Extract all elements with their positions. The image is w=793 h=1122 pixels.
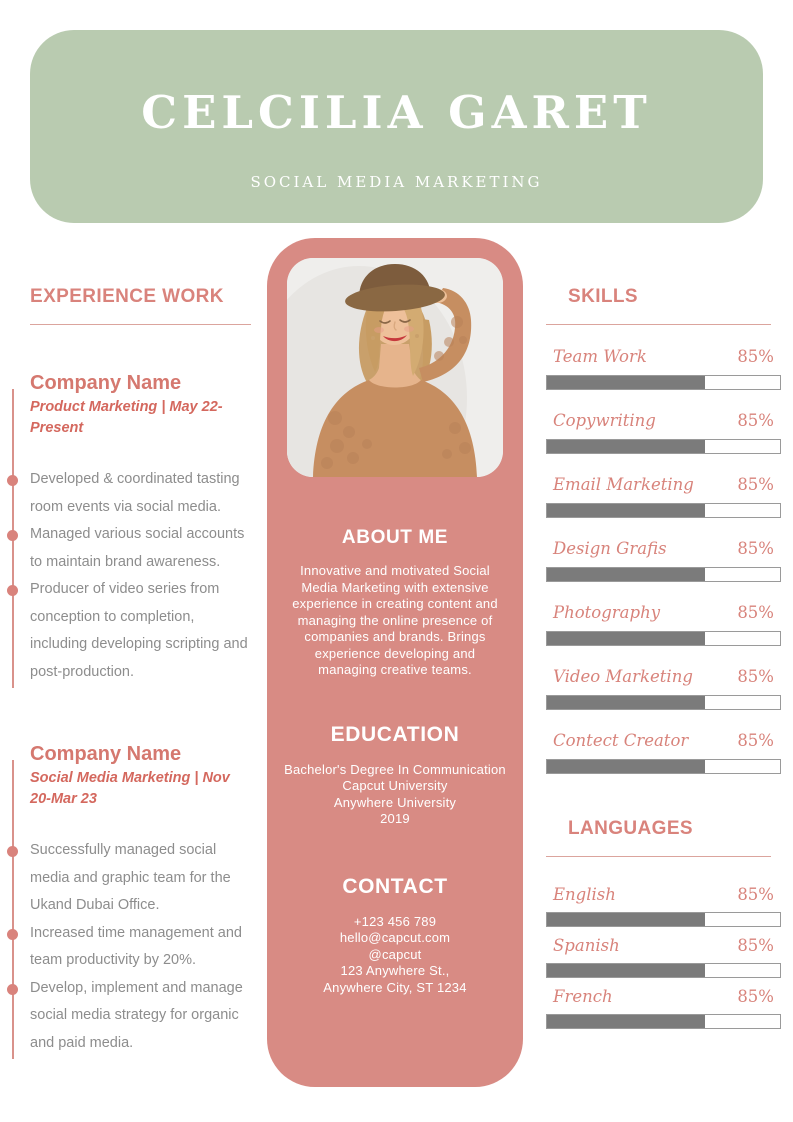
language-item: French 85% <box>546 987 781 1029</box>
job-bullet: Producer of video series from conception… <box>7 576 251 686</box>
skill-percent: 85% <box>737 539 774 558</box>
skill-progress-bar <box>546 503 781 518</box>
education-details: Bachelor's Degree In Communication Capcu… <box>267 762 523 828</box>
experience-heading: EXPERIENCE WORK <box>30 286 224 307</box>
skill-percent: 85% <box>737 731 774 750</box>
skill-progress-fill <box>547 376 706 389</box>
skill-percent: 85% <box>737 411 774 430</box>
language-percent: 85% <box>737 885 774 904</box>
about-heading: ABOUT ME <box>341 527 449 548</box>
experience-section: EXPERIENCE WORK Company Name Product Mar… <box>7 286 251 1059</box>
contact-phone: +123 456 789 <box>353 913 437 929</box>
job-bullet: Developed & coordinated tasting room eve… <box>7 466 251 521</box>
language-item: Spanish 85% <box>546 936 781 978</box>
education-line: 2019 <box>380 811 410 826</box>
education-line: Capcut University <box>342 778 448 793</box>
skill-item: Contect Creator 85% <box>546 731 781 774</box>
job-bullet: Increased time management and team produ… <box>7 920 251 975</box>
skill-label: Team Work <box>553 347 647 366</box>
skill-progress-fill <box>547 568 706 581</box>
skill-percent: 85% <box>737 603 774 622</box>
skill-progress-bar <box>546 631 781 646</box>
contact-address-line2: Anywhere City, ST 1234 <box>323 979 467 995</box>
skill-item: Photography 85% <box>546 603 781 646</box>
contact-email: hello@capcut.com <box>339 930 451 945</box>
job-bullet: Develop, implement and manage social med… <box>7 975 251 1058</box>
job-bullet: Managed various social accounts to maint… <box>7 521 251 576</box>
skill-progress-bar <box>546 439 781 454</box>
job-role-dates: Product Marketing | May 22-Present <box>30 399 223 436</box>
experience-entry: Company Name Product Marketing | May 22-… <box>7 371 251 688</box>
education-line: Bachelor's Degree In Communication <box>284 761 506 777</box>
skill-item: Copywriting 85% <box>546 411 781 454</box>
contact-heading: CONTACT <box>342 874 448 898</box>
contact-address-line1: 123 Anywhere St., <box>340 963 450 978</box>
job-bullet-list: Successfully managed social media and gr… <box>7 837 251 1058</box>
skill-label: Design Grafis <box>553 539 667 558</box>
woman-portrait-illustration <box>287 258 503 477</box>
languages-heading: LANGUAGES <box>568 818 693 839</box>
language-progress-bar <box>546 963 781 978</box>
contact-details: +123 456 789 hello@capcut.com @capcut 12… <box>267 914 523 997</box>
about-text: Innovative and motivated Social Media Ma… <box>292 563 498 677</box>
language-progress-fill <box>547 964 706 977</box>
section-divider <box>546 324 771 325</box>
skill-progress-bar <box>546 375 781 390</box>
skills-heading: SKILLS <box>568 286 638 307</box>
skill-percent: 85% <box>737 475 774 494</box>
job-role-dates: Social Media Marketing | Nov 20-Mar 23 <box>30 770 230 807</box>
language-percent: 85% <box>737 987 774 1006</box>
skill-label: Email Marketing <box>553 475 694 494</box>
education-heading: EDUCATION <box>330 722 460 746</box>
languages-list: English 85% Spanish 85% French 85% <box>546 885 781 1029</box>
skill-progress-fill <box>547 504 706 517</box>
company-name: Company Name <box>30 372 182 394</box>
language-progress-fill <box>547 1015 706 1028</box>
skill-progress-bar <box>546 567 781 582</box>
job-bullet-list: Developed & coordinated tasting room eve… <box>7 466 251 686</box>
skill-progress-fill <box>547 440 706 453</box>
language-label: English <box>553 885 616 904</box>
language-label: Spanish <box>553 936 620 955</box>
language-progress-bar <box>546 1014 781 1029</box>
language-percent: 85% <box>737 936 774 955</box>
skill-label: Copywriting <box>553 411 656 430</box>
section-divider <box>30 324 251 325</box>
skill-item: Design Grafis 85% <box>546 539 781 582</box>
skills-section: SKILLS Team Work 85% Copywriting 85% Email… <box>546 286 781 1038</box>
contact-handle: @capcut <box>368 946 422 962</box>
skill-label: Photography <box>553 603 661 622</box>
skill-percent: 85% <box>737 667 774 686</box>
skill-progress-fill <box>547 632 706 645</box>
skill-progress-fill <box>547 696 706 709</box>
skill-progress-bar <box>546 759 781 774</box>
skill-progress-bar <box>546 695 781 710</box>
skill-item: Email Marketing 85% <box>546 475 781 518</box>
profile-photo <box>287 258 503 477</box>
skill-progress-fill <box>547 760 706 773</box>
skills-list: Team Work 85% Copywriting 85% Email Market… <box>546 347 781 774</box>
skill-item: Team Work 85% <box>546 347 781 390</box>
person-title: SOCIAL MEDIA MARKETING <box>250 173 543 191</box>
skill-label: Video Marketing <box>553 667 693 686</box>
skill-label: Contect Creator <box>553 731 689 750</box>
company-name: Company Name <box>30 743 182 765</box>
skill-percent: 85% <box>737 347 774 366</box>
profile-card: ABOUT ME Innovative and motivated Social… <box>267 238 523 1087</box>
experience-entry: Company Name Social Media Marketing | No… <box>7 742 251 1059</box>
education-line: Anywhere University <box>333 794 457 810</box>
person-name: CELCILIA GARET <box>141 86 652 139</box>
language-item: English 85% <box>546 885 781 927</box>
header-banner: CELCILIA GARET SOCIAL MEDIA MARKETING <box>30 30 763 223</box>
language-progress-fill <box>547 913 706 926</box>
language-progress-bar <box>546 912 781 927</box>
skill-item: Video Marketing 85% <box>546 667 781 710</box>
job-bullet: Successfully managed social media and gr… <box>7 837 251 920</box>
language-label: French <box>553 987 613 1006</box>
section-divider <box>546 856 771 857</box>
